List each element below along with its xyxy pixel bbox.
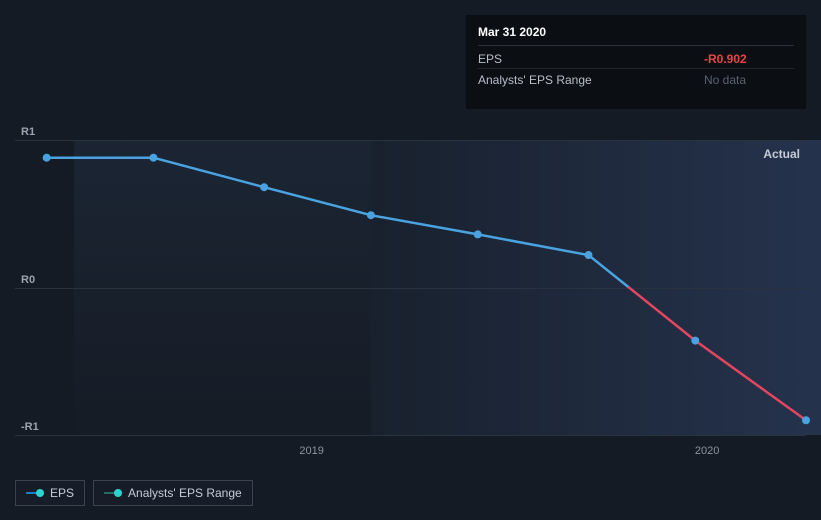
tooltip-row-eps: EPS -R0.902 xyxy=(478,50,794,68)
legend-item-range[interactable]: Analysts' EPS Range xyxy=(93,480,253,506)
x-tick-label: 2020 xyxy=(695,445,719,457)
tooltip-label: Analysts' EPS Range xyxy=(478,73,704,87)
chart-legend: EPS Analysts' EPS Range xyxy=(15,480,253,506)
chart-tooltip: Mar 31 2020 EPS -R0.902 Analysts' EPS Ra… xyxy=(466,15,806,109)
legend-item-eps[interactable]: EPS xyxy=(15,480,85,506)
legend-swatch-icon xyxy=(104,489,120,497)
x-tick-label: 2019 xyxy=(299,445,323,457)
chart-plot-area[interactable]: R1R0-R1 Actual xyxy=(15,125,806,435)
legend-swatch-icon xyxy=(26,489,42,497)
tooltip-value: No data xyxy=(704,73,794,87)
x-axis: 2019 2020 xyxy=(15,445,806,465)
tooltip-label: EPS xyxy=(478,52,704,66)
legend-label: Analysts' EPS Range xyxy=(128,486,242,500)
legend-label: EPS xyxy=(50,486,74,500)
tooltip-date: Mar 31 2020 xyxy=(478,25,794,46)
chart-container: Mar 31 2020 EPS -R0.902 Analysts' EPS Ra… xyxy=(0,0,821,520)
tooltip-row-range: Analysts' EPS Range No data xyxy=(478,68,794,89)
tooltip-value: -R0.902 xyxy=(704,52,794,66)
line-chart-svg xyxy=(15,125,806,435)
